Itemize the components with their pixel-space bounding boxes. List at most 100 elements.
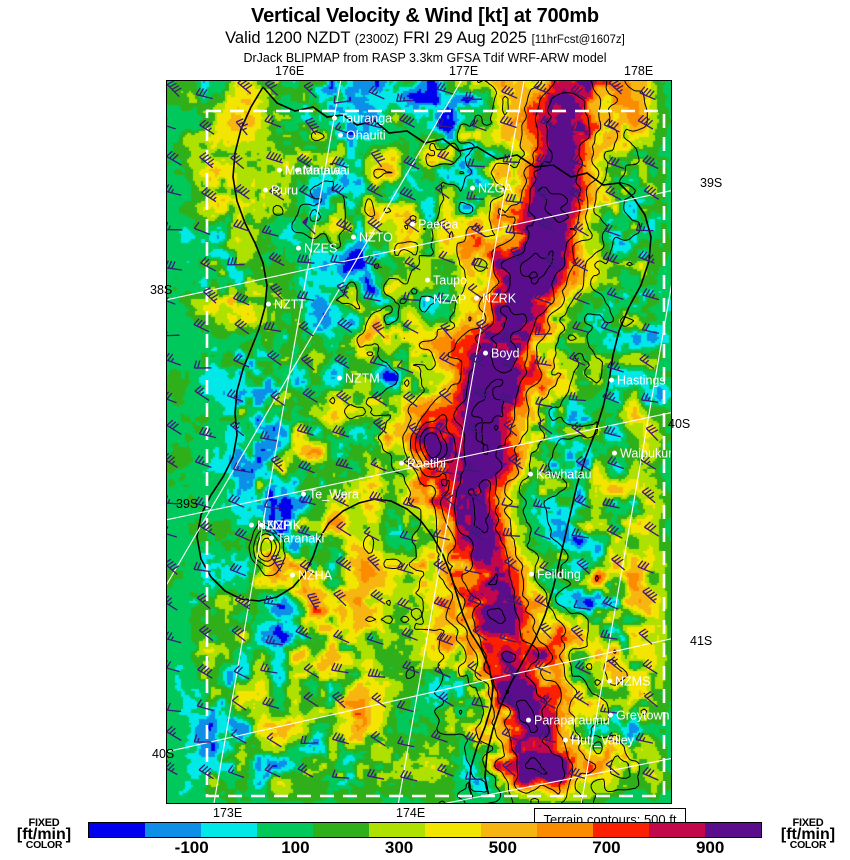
wind-barb	[436, 292, 454, 303]
wind-barb	[167, 660, 180, 673]
wind-barb	[640, 454, 657, 470]
wind-barb	[602, 390, 620, 404]
wind-barb	[372, 321, 385, 339]
wind-barb	[467, 593, 485, 607]
wind-barb	[194, 455, 212, 469]
wind-barb	[370, 589, 386, 605]
axis-tick-left-38S: 38S	[150, 283, 173, 297]
colorbar-tick-300: 300	[384, 838, 414, 857]
wind-barb	[642, 586, 658, 604]
wind-barb	[261, 224, 279, 237]
wind-barb	[608, 656, 623, 673]
wind-barb	[366, 768, 385, 780]
wind-barb	[534, 185, 550, 202]
wind-barb	[227, 494, 245, 508]
wind-barb	[402, 496, 420, 510]
wind-barb	[544, 253, 558, 271]
axis-tick-left-39S: 39S	[176, 497, 199, 511]
wind-barb	[402, 319, 419, 334]
valid-time-utc: (2300Z)	[354, 32, 399, 46]
wind-barb	[234, 527, 252, 542]
wind-barb	[268, 251, 285, 267]
colorbar-band-1	[145, 823, 201, 837]
wind-barb	[501, 85, 518, 99]
wind-barb	[436, 118, 454, 129]
axis-tick-bottom-174E: 174E	[396, 806, 426, 820]
wind-barb	[606, 524, 623, 539]
wind-barb	[370, 457, 387, 472]
wind-barb	[464, 566, 482, 575]
wind-barb	[568, 766, 586, 780]
wind-barb	[167, 558, 180, 575]
wind-barb	[643, 691, 658, 708]
colorbar-left-color: COLOR	[25, 839, 63, 851]
wind-barb	[535, 396, 553, 408]
page-title: Vertical Velocity & Wind [kt] at 700mb	[251, 5, 599, 27]
wind-barb	[571, 421, 587, 438]
map-frame[interactable]: Tauranga Ohauiti Matamata Matawai Ruru NZGA NZ…	[166, 80, 672, 804]
wind-barb	[536, 153, 554, 166]
wind-barb	[333, 629, 350, 644]
wind-barb	[606, 360, 624, 373]
wind-barb	[440, 490, 455, 507]
wind-barb	[233, 219, 251, 232]
wind-barb	[639, 353, 655, 370]
wind-barb	[607, 156, 625, 170]
wind-barb	[263, 595, 282, 606]
wind-barb	[404, 217, 420, 233]
wind-barb	[502, 293, 521, 303]
axis-tick-bottom-173E: 173E	[213, 806, 243, 820]
wind-barb	[193, 221, 211, 236]
axis-tick-top-176E: 176E	[275, 64, 305, 78]
wind-barb	[538, 217, 556, 232]
wind-barb	[333, 589, 347, 607]
wind-barb	[464, 91, 483, 101]
wind-barb	[574, 494, 591, 509]
wind-barb	[638, 250, 655, 264]
wind-barb	[602, 497, 620, 509]
wind-barb	[231, 625, 246, 642]
wind-barb	[295, 625, 312, 640]
wind-barb	[266, 732, 282, 748]
wind-barb	[430, 729, 448, 743]
wind-barb	[433, 596, 451, 610]
meridian-176E	[580, 284, 671, 803]
wind-barb	[366, 182, 383, 198]
wind-barb	[638, 628, 653, 645]
wind-barb	[167, 81, 182, 98]
wind-barb	[265, 635, 283, 646]
wind-barb	[167, 595, 178, 611]
wind-barb	[234, 184, 250, 200]
wind-barb	[399, 186, 416, 201]
colorbar-tick-100: 100	[281, 838, 310, 857]
colorbar-right-color: COLOR	[789, 839, 827, 851]
wind-barb	[505, 224, 523, 235]
colorbar-label-right: FIXED [ft/min] COLOR	[766, 818, 850, 851]
wind-barb	[499, 392, 516, 406]
colorbar-band-5	[369, 823, 425, 837]
wind-barb	[297, 762, 314, 778]
wind-barb	[226, 388, 244, 403]
wind-barb	[331, 732, 350, 745]
wind-barb	[227, 765, 245, 779]
wind-barb	[437, 149, 454, 163]
wind-barb	[307, 592, 321, 611]
wind-barb	[167, 760, 178, 776]
wind-barb	[569, 153, 587, 168]
axis-tick-top-178E: 178E	[624, 64, 654, 78]
wind-barb	[298, 460, 315, 474]
wind-barb	[438, 691, 454, 707]
wind-barb	[331, 183, 348, 199]
wind-barb	[440, 322, 453, 340]
wind-barb	[505, 593, 523, 606]
colorbar[interactable]	[88, 822, 762, 838]
wind-barb	[571, 528, 589, 539]
wind-barb	[403, 155, 420, 170]
wind-barb	[605, 185, 622, 201]
wind-barb	[502, 527, 520, 537]
wind-barb	[438, 388, 453, 405]
wind-barb	[270, 554, 285, 572]
wind-barb	[504, 556, 519, 572]
wind-barb	[199, 520, 216, 536]
wind-barb	[575, 455, 591, 472]
